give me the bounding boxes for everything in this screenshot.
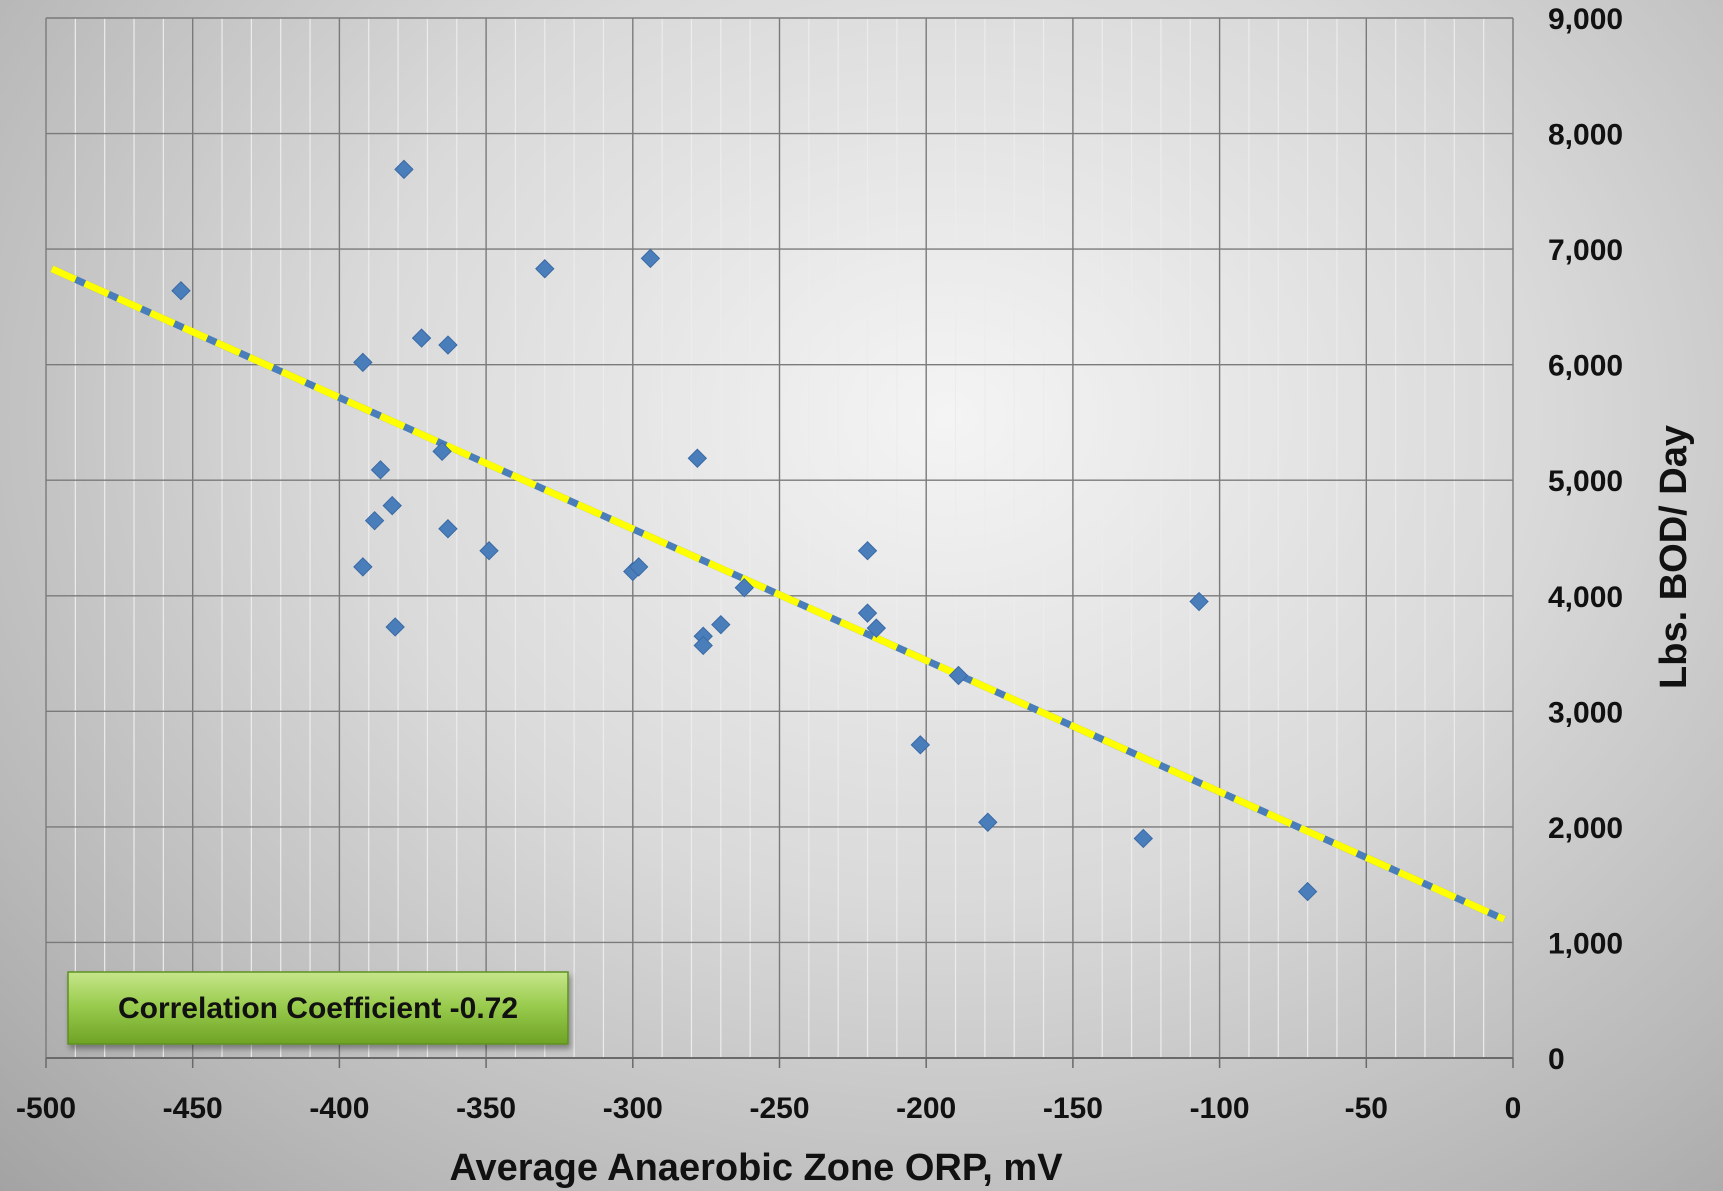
data-point — [687, 448, 708, 468]
x-tick-label: -150 — [1043, 1092, 1103, 1125]
x-tick-label: -400 — [309, 1092, 369, 1125]
data-point — [394, 159, 414, 180]
y-tick-label: 4,000 — [1548, 581, 1623, 614]
data-point — [857, 541, 878, 561]
y-tick-label: 7,000 — [1548, 234, 1623, 267]
data-point — [711, 614, 731, 635]
data-point — [535, 259, 555, 279]
data-point — [364, 510, 385, 531]
x-tick-label: -250 — [749, 1092, 809, 1125]
data-point — [910, 735, 931, 755]
y-tick-label: 2,000 — [1548, 812, 1623, 845]
data-point — [353, 352, 373, 373]
grid-lines — [45, 17, 1514, 1068]
data-point — [438, 335, 458, 355]
data-point — [978, 812, 998, 832]
data-point — [479, 541, 499, 561]
data-point — [411, 328, 432, 348]
data-point — [693, 635, 713, 656]
x-tick-label: -500 — [16, 1092, 76, 1125]
x-tick-labels: -500 -450 -400 -350 -300 -250 -200 -150 -100 -50 0 — [16, 1092, 1521, 1125]
data-point — [948, 665, 969, 686]
y-tick-label: 6,000 — [1548, 350, 1623, 383]
y-tick-label: 1,000 — [1548, 927, 1623, 960]
data-point — [353, 557, 373, 577]
data-point — [1297, 881, 1318, 902]
correlation-annotation: Correlation Coefficient -0.72 — [67, 971, 569, 1045]
trendline-dashes — [50, 265, 1506, 923]
data-point — [171, 281, 191, 301]
data-point — [628, 557, 649, 577]
data-point — [857, 603, 878, 623]
trendline — [50, 265, 1506, 923]
data-point — [640, 248, 661, 269]
y-tick-label: 0 — [1548, 1043, 1565, 1076]
x-tick-label: -50 — [1345, 1092, 1388, 1125]
x-tick-label: -200 — [896, 1092, 956, 1125]
y-tick-label: 9,000 — [1548, 3, 1623, 36]
annotation-text: Correlation Coefficient -0.72 — [118, 992, 518, 1025]
y-tick-label: 3,000 — [1548, 696, 1623, 729]
y-tick-label: 8,000 — [1548, 119, 1623, 152]
data-point — [1189, 591, 1209, 612]
data-point — [438, 519, 458, 539]
data-point — [385, 617, 405, 637]
x-tick-label: -350 — [456, 1092, 516, 1125]
y-axis-title: Lbs. BOD/ Day — [1653, 425, 1695, 689]
x-tick-label: -450 — [163, 1092, 223, 1125]
x-axis-title: Average Anaerobic Zone ORP, mV — [449, 1147, 1063, 1189]
data-point — [734, 577, 754, 598]
x-tick-label: -300 — [603, 1092, 663, 1125]
annotation-box — [67, 971, 569, 1045]
data-points — [171, 159, 1318, 902]
data-point — [1133, 828, 1154, 849]
y-tick-labels: 0 1,000 2,000 3,000 4,000 5,000 6,000 7,000 8,00… — [1548, 3, 1623, 1076]
data-point — [432, 441, 452, 462]
data-point — [370, 460, 391, 480]
data-point — [382, 495, 402, 516]
data-point — [866, 618, 887, 638]
x-tick-label: -100 — [1190, 1092, 1250, 1125]
y-tick-label: 5,000 — [1548, 465, 1623, 498]
x-tick-label: 0 — [1505, 1092, 1522, 1125]
